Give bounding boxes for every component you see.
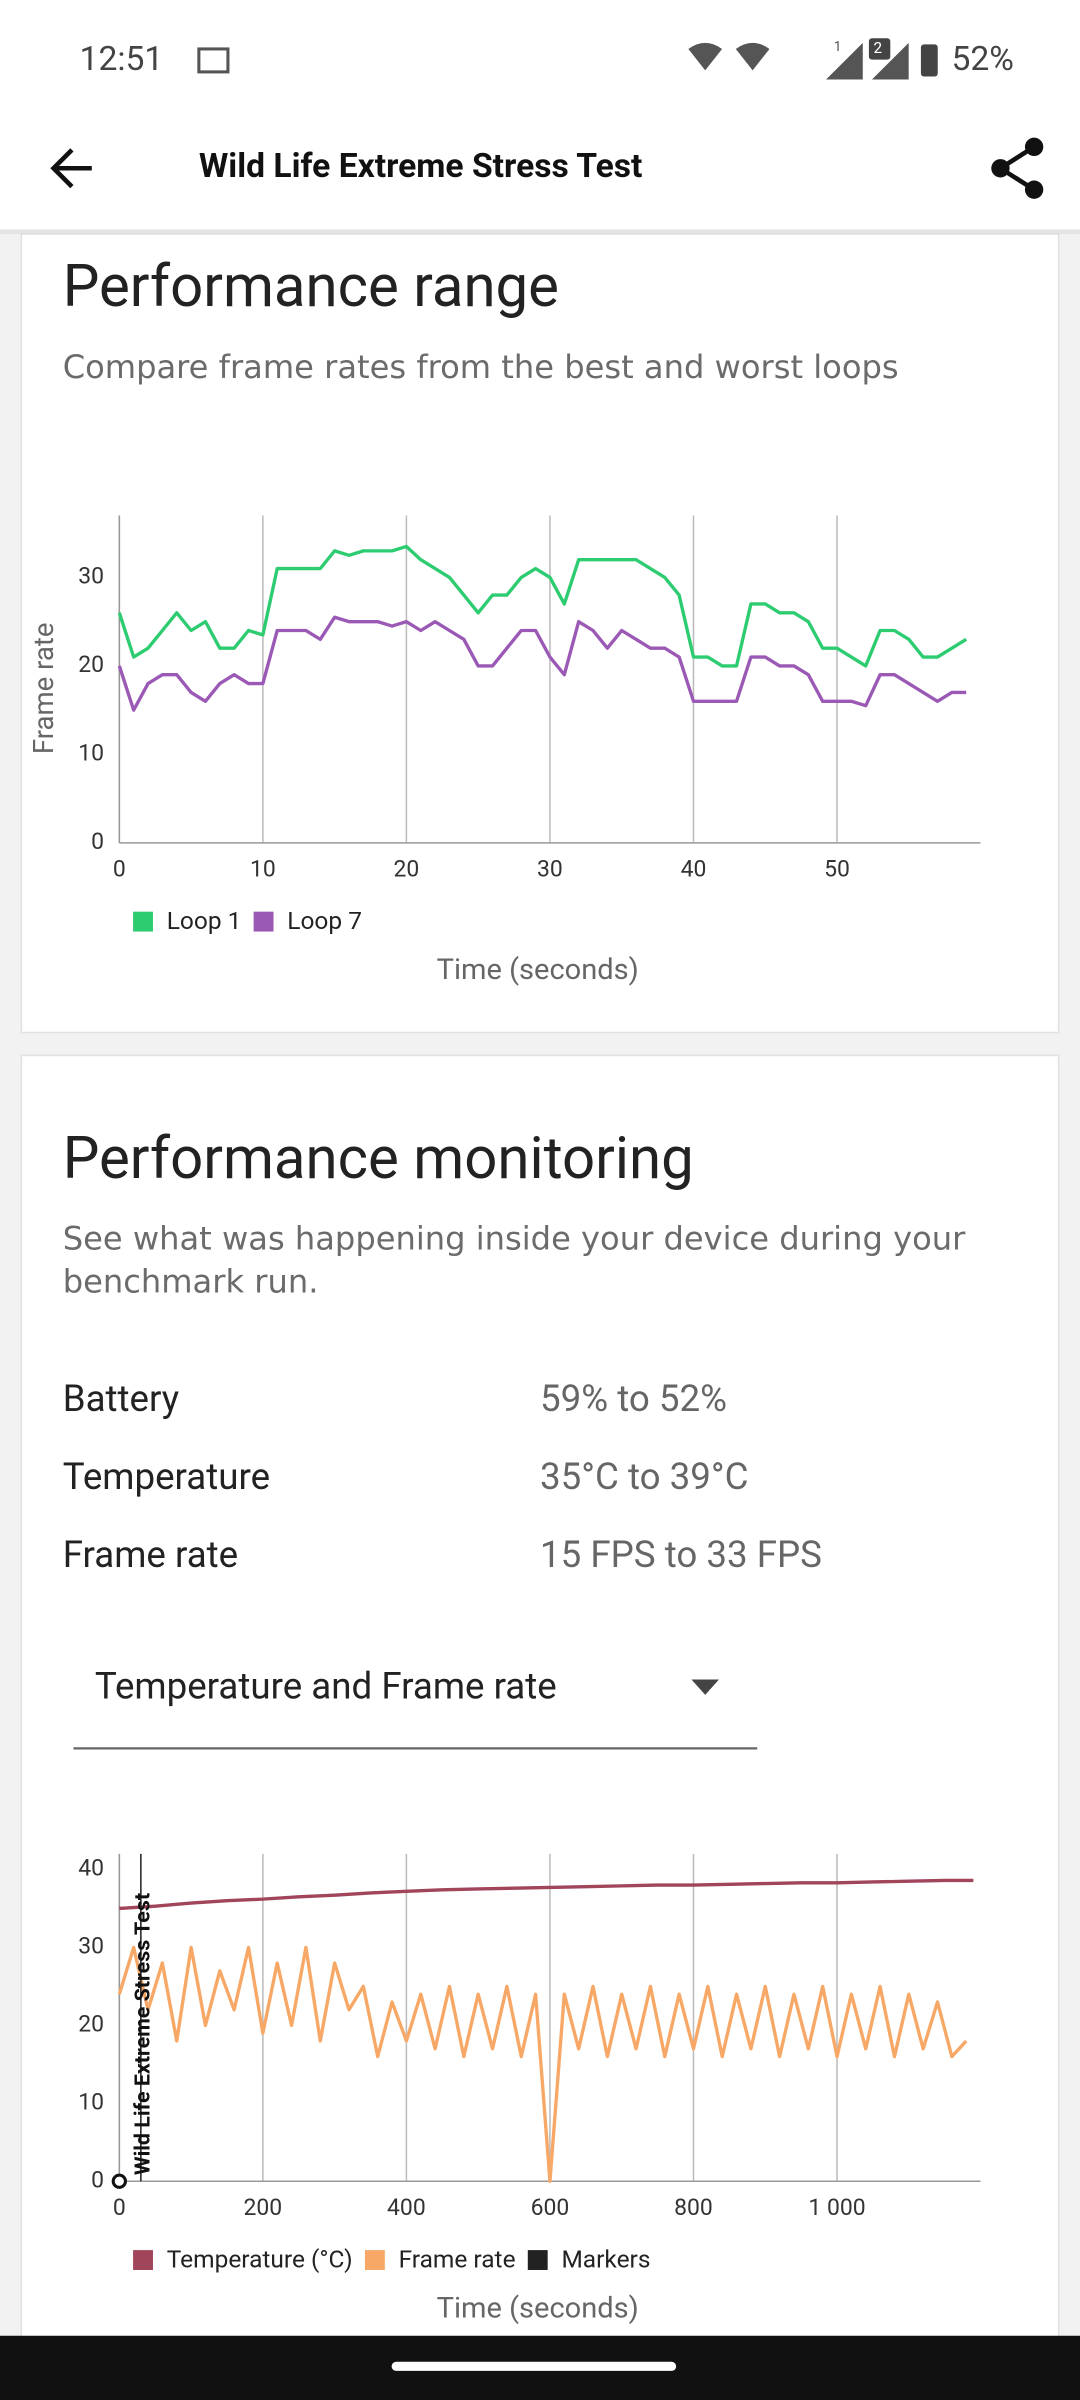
legend-swatch xyxy=(133,911,153,932)
y-tick-label: 10 xyxy=(78,739,104,766)
gallery-icon xyxy=(197,47,230,74)
battery-icon xyxy=(920,44,938,77)
y-tick-label: 30 xyxy=(78,562,104,589)
x-tick-label: 50 xyxy=(824,855,850,882)
subtitle-box: Compare frame rates from the best and wo… xyxy=(62,348,899,386)
series-line xyxy=(117,1945,968,2183)
legend-swatch xyxy=(133,2250,153,2270)
section-title: Performance range xyxy=(63,253,559,321)
legend-swatch xyxy=(527,2250,548,2270)
stat-value: 59% to 52% xyxy=(540,1377,727,1420)
legend-label: Loop 7 xyxy=(287,906,362,935)
stat-label: Temperature xyxy=(63,1455,270,1498)
series-line xyxy=(119,1878,974,1911)
status-time: 12:51 xyxy=(80,40,164,79)
x-tick-label: 30 xyxy=(537,855,563,882)
y-tick-label: 20 xyxy=(78,2010,104,2037)
status-battery: 52% xyxy=(952,40,1014,79)
x-axis-label: Time (seconds) xyxy=(437,2291,639,2325)
section-title: Performance monitoring xyxy=(63,1125,694,1193)
y-axis-label: Frame rate xyxy=(27,623,60,755)
card xyxy=(20,233,1060,1034)
card xyxy=(20,1054,1060,2342)
x-tick-label: 400 xyxy=(387,2194,426,2221)
x-tick-label: 600 xyxy=(531,2194,570,2221)
legend-label: Frame rate xyxy=(399,2244,516,2273)
legend-swatch xyxy=(364,2250,385,2270)
signal-icon xyxy=(826,42,909,80)
y-tick-label: 10 xyxy=(78,2088,104,2115)
wifi-icon xyxy=(688,42,770,71)
x-tick-label: 200 xyxy=(244,2194,283,2221)
section-subtitle: Compare frame rates from the best and wo… xyxy=(62,348,899,386)
share-button[interactable] xyxy=(991,137,1044,199)
y-tick-label: 0 xyxy=(91,2166,104,2193)
y-tick-label: 40 xyxy=(78,1855,104,1882)
x-tick-label: 0 xyxy=(113,855,126,882)
series-line xyxy=(117,544,968,668)
x-tick-label: 800 xyxy=(674,2194,713,2221)
origin-dot xyxy=(111,2173,127,2189)
legend-swatch xyxy=(253,911,274,932)
dropdown-text[interactable]: Temperature and Frame rate xyxy=(95,1664,557,1707)
section-subtitle: See what was happening inside your devic… xyxy=(62,1220,966,1301)
stat-label: Frame rate xyxy=(63,1533,238,1576)
stat-value: 15 FPS to 33 FPS xyxy=(540,1533,822,1576)
subtitle-box: See what was happening inside your devic… xyxy=(62,1220,966,1301)
x-tick-label: 40 xyxy=(681,855,707,882)
x-axis-label: Time (seconds) xyxy=(437,953,639,987)
stat-value: 35°C to 39°C xyxy=(540,1455,749,1498)
stat-label: Battery xyxy=(63,1377,179,1420)
legend-label: Loop 1 xyxy=(167,906,242,935)
x-tick-label: 0 xyxy=(113,2194,126,2221)
top-area xyxy=(0,0,1080,233)
back-button[interactable] xyxy=(50,148,92,189)
x-tick-label: 20 xyxy=(394,855,420,882)
marker-label: Wild Life Extreme Stress Test xyxy=(131,1893,156,2175)
sim-badge-box xyxy=(868,38,891,60)
x-tick-label: 1 000 xyxy=(808,2194,865,2221)
sim-badge: 1 xyxy=(834,39,842,55)
y-tick-label: 20 xyxy=(78,651,104,678)
app-title: Wild Life Extreme Stress Test xyxy=(199,147,643,186)
y-tick-label: 0 xyxy=(91,828,104,855)
x-tick-label: 10 xyxy=(250,855,276,882)
sim-badge: 2 xyxy=(873,39,882,57)
legend-label: Markers xyxy=(561,2244,650,2273)
legend-label: Temperature (°C) xyxy=(167,2244,353,2273)
y-tick-label: 30 xyxy=(78,1933,104,1960)
series-line xyxy=(117,615,967,712)
home-indicator[interactable] xyxy=(391,2361,677,2371)
app-bar-shadow xyxy=(0,229,1080,235)
dropdown-arrow[interactable] xyxy=(691,1679,719,1695)
